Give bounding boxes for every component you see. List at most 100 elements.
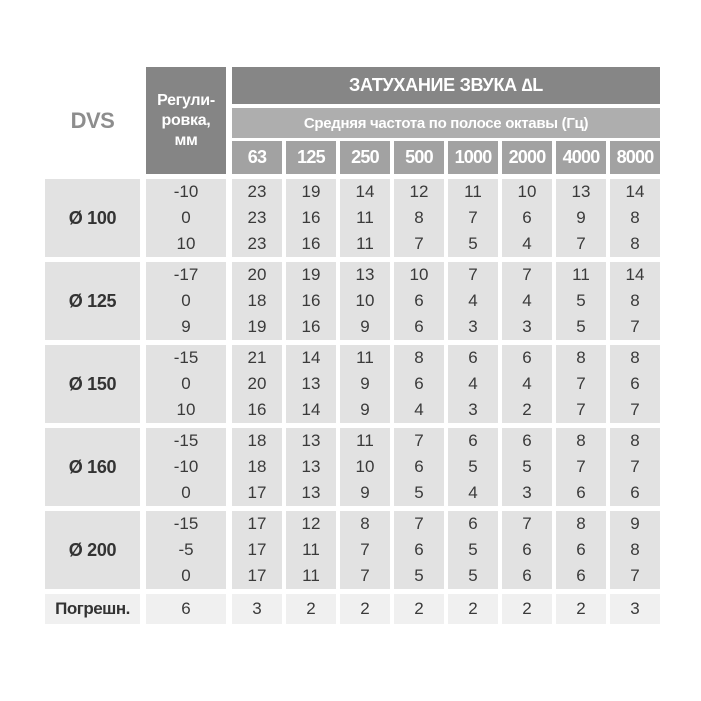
value-line: 3 (522, 317, 532, 336)
value-line: 12 (409, 182, 429, 201)
error-value-cell: 2 (448, 594, 498, 624)
value-line: 11 (356, 431, 374, 450)
value-line: -17 (173, 265, 199, 284)
attenuation-cell: 8 7 6 (556, 428, 606, 506)
error-value-cell: 2 (394, 594, 444, 624)
attenuation-cell: 12 11 11 (286, 511, 336, 589)
value-line: 10 (355, 457, 375, 476)
value-line: 2 (522, 400, 532, 419)
attenuation-cell: 8 6 7 (610, 345, 660, 423)
value-line: 10 (517, 182, 537, 201)
value-line: 9 (181, 317, 191, 336)
value-line: 8 (576, 431, 586, 450)
value-line: 11 (356, 234, 374, 253)
dvs-column-title: DVS (45, 67, 140, 174)
value-line: 6 (522, 540, 532, 559)
adjustment-cell: -15 -5 0 (146, 511, 226, 589)
value-line: 0 (181, 291, 191, 310)
value-line: 7 (360, 566, 370, 585)
attenuation-cell: 14 13 14 (286, 345, 336, 423)
value-line: 14 (625, 265, 645, 284)
value-line: 6 (414, 374, 424, 393)
value-line: 3 (522, 483, 532, 502)
value-line: -10 (173, 182, 199, 201)
value-line: 3 (468, 317, 478, 336)
value-line: 4 (522, 374, 532, 393)
value-line: 7 (414, 431, 424, 450)
value-line: 23 (247, 234, 267, 253)
attenuation-cell: 11 9 9 (340, 345, 390, 423)
value-line: 16 (301, 317, 321, 336)
value-line: 19 (247, 317, 267, 336)
value-line: 7 (576, 234, 586, 253)
attenuation-cell: 17 17 17 (232, 511, 282, 589)
value-line: 7 (576, 457, 586, 476)
value-line: 6 (630, 483, 640, 502)
frequency-header-cell: 1000 (448, 141, 498, 174)
value-line: 0 (181, 374, 191, 393)
value-line: 5 (414, 566, 424, 585)
value-line: 9 (576, 208, 586, 227)
diameter-label: Ø 125 (45, 262, 140, 340)
attenuation-cell: 8 6 6 (556, 511, 606, 589)
value-line: 4 (468, 483, 478, 502)
frequency-header-cell: 250 (340, 141, 390, 174)
attenuation-cell: 18 18 17 (232, 428, 282, 506)
value-line: 8 (414, 348, 424, 367)
value-line: 13 (301, 431, 321, 450)
diameter-label: Ø 200 (45, 511, 140, 589)
adjustment-cell: -10 0 10 (146, 179, 226, 257)
value-line: 7 (360, 540, 370, 559)
attenuation-cell: 14 8 8 (610, 179, 660, 257)
attenuation-cell: 8 7 7 (556, 345, 606, 423)
value-line: -10 (173, 457, 199, 476)
value-line: 11 (356, 348, 374, 367)
error-value-cell: 2 (502, 594, 552, 624)
value-line: 7 (468, 265, 478, 284)
attenuation-cell: 7 4 3 (448, 262, 498, 340)
value-line: 4 (414, 400, 424, 419)
value-line: 8 (630, 348, 640, 367)
adjustment-column-header: Регули- ровка, мм (146, 67, 226, 174)
error-value-cell: 2 (556, 594, 606, 624)
value-line: 16 (301, 208, 321, 227)
value-line: 17 (247, 514, 267, 533)
value-line: 14 (301, 400, 321, 419)
value-line: 13 (301, 457, 321, 476)
value-line: 7 (630, 566, 640, 585)
diameter-group-row: Ø 160 -15 -10 0 18 18 17 13 13 13 11 10 9 7 6 5 6 5 4 6 5 3 8 7… (45, 428, 660, 506)
attenuation-cell: 14 8 7 (610, 262, 660, 340)
value-line: 9 (630, 514, 640, 533)
value-line: 0 (181, 483, 191, 502)
attenuation-cell: 7 6 6 (502, 511, 552, 589)
value-line: 9 (360, 483, 370, 502)
value-line: 17 (247, 483, 267, 502)
value-line: 6 (576, 483, 586, 502)
attenuation-cell: 6 5 5 (448, 511, 498, 589)
value-line: 7 (630, 317, 640, 336)
value-line: -15 (173, 514, 199, 533)
value-line: 8 (576, 348, 586, 367)
frequency-header-row: 63 125 250 500 1000 2000 4000 8000 (232, 141, 660, 174)
value-line: 7 (414, 234, 424, 253)
value-line: 11 (302, 540, 320, 559)
attenuation-cell: 10 6 4 (502, 179, 552, 257)
value-line: 7 (468, 208, 478, 227)
attenuation-cell: 8 6 4 (394, 345, 444, 423)
diameter-label: Ø 160 (45, 428, 140, 506)
value-line: 8 (630, 234, 640, 253)
error-row: Погрешн. 6 3 2 2 2 2 2 2 3 (45, 594, 660, 624)
value-line: 5 (468, 540, 478, 559)
frequency-header-block: ЗАТУХАНИЕ ЗВУКА ∆L Средняя частота по по… (232, 67, 660, 174)
attenuation-cell: 6 4 2 (502, 345, 552, 423)
value-line: 16 (247, 400, 267, 419)
value-line: 6 (522, 566, 532, 585)
value-line: 11 (464, 182, 482, 201)
value-line: 14 (301, 348, 321, 367)
value-line: 5 (522, 457, 532, 476)
attenuation-cell: 7 6 5 (394, 428, 444, 506)
attenuation-cell: 6 4 3 (448, 345, 498, 423)
frequency-header-cell: 63 (232, 141, 282, 174)
value-line: 10 (176, 234, 196, 253)
